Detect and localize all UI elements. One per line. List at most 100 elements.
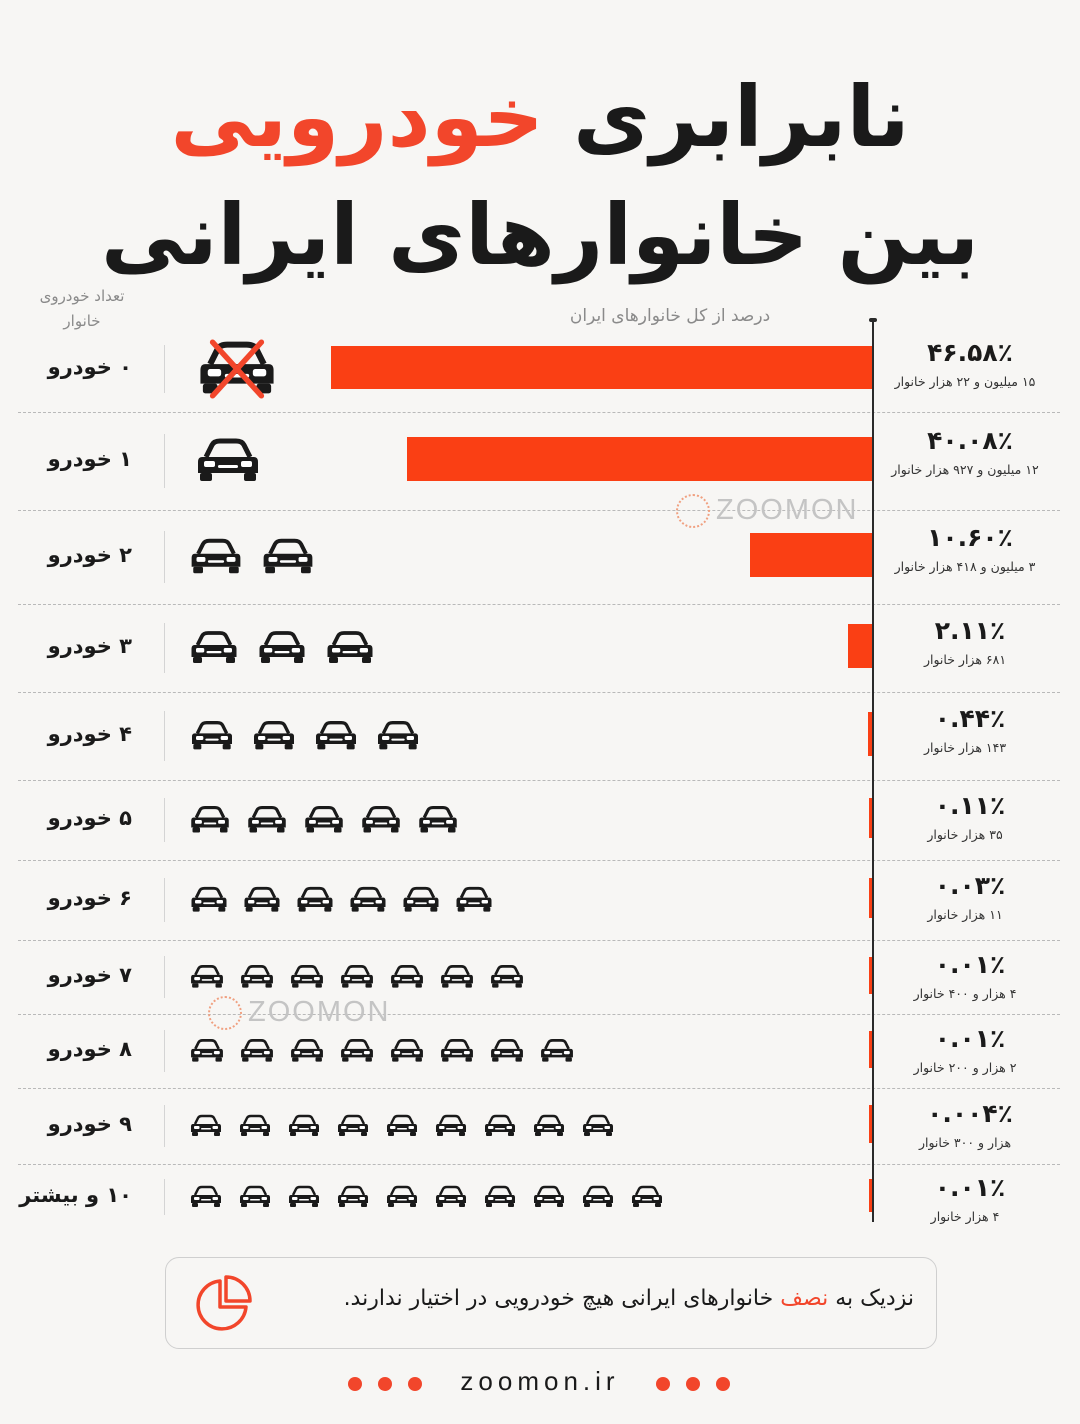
category-label: ۹ خودرو bbox=[47, 1112, 132, 1136]
row-label-separator bbox=[164, 956, 165, 998]
watermark-text: ZOOMON bbox=[716, 494, 859, 526]
car-icon bbox=[485, 1114, 515, 1136]
data-bar bbox=[869, 878, 873, 918]
row-divider bbox=[18, 860, 1060, 861]
category-label: ۱۰ و بیشتر bbox=[19, 1183, 132, 1207]
car-icon bbox=[338, 1185, 368, 1207]
car-icon bbox=[491, 965, 523, 988]
value-label: ۴۰.۰۸٪ bbox=[927, 425, 1013, 455]
summary-note: نزدیک به نصف خانوارهای ایرانی هیچ خودروی… bbox=[165, 1257, 937, 1349]
car-icon bbox=[436, 1185, 466, 1207]
car-icon bbox=[191, 965, 223, 988]
car-icon bbox=[534, 1185, 564, 1207]
household-count-label: ۴ هزار خانوار bbox=[930, 1209, 1000, 1225]
car-icon bbox=[456, 886, 492, 912]
car-icon bbox=[391, 965, 423, 988]
row-label-separator bbox=[164, 1178, 165, 1216]
household-count-label: هزار و ۳۰۰ خانوار bbox=[918, 1134, 1012, 1150]
car-icon bbox=[191, 538, 241, 574]
car-icon bbox=[191, 886, 227, 912]
title-prefix: نابرابری bbox=[573, 68, 910, 166]
car-icon bbox=[248, 805, 286, 833]
footer-dot bbox=[656, 1377, 670, 1391]
row-label-separator bbox=[164, 1104, 165, 1148]
car-icon bbox=[297, 886, 333, 912]
car-icon bbox=[378, 721, 418, 750]
car-icon bbox=[391, 1039, 423, 1062]
car-icon bbox=[291, 965, 323, 988]
category-label: ۲ خودرو bbox=[47, 543, 132, 567]
car-icon bbox=[198, 438, 258, 481]
row-divider bbox=[18, 780, 1060, 781]
car-icon bbox=[341, 1039, 373, 1062]
chart-axis-line bbox=[872, 320, 874, 1222]
household-count-label: ۱۵ میلیون و ۲۲ هزار خانوار bbox=[894, 374, 1036, 390]
title-line-1: نابرابری خودرویی bbox=[0, 62, 1080, 172]
data-bar bbox=[848, 624, 873, 668]
car-icon bbox=[191, 1185, 221, 1207]
household-count-label: ۲ هزار و ۲۰۰ خانوار bbox=[913, 1060, 1017, 1076]
car-icon bbox=[441, 965, 473, 988]
car-icon bbox=[419, 805, 457, 833]
title-accent: خودرویی bbox=[170, 68, 544, 166]
value-label: ۰.۴۴٪ bbox=[934, 704, 1006, 734]
car-icon bbox=[491, 1039, 523, 1062]
row-label-separator bbox=[164, 877, 165, 923]
car-icon bbox=[338, 1114, 368, 1136]
car-icon bbox=[191, 1114, 221, 1136]
household-count-label: ۳۵ هزار خانوار bbox=[927, 827, 1003, 843]
car-icon bbox=[263, 538, 313, 574]
data-bar bbox=[406, 437, 873, 481]
car-icon bbox=[254, 721, 294, 750]
row-label-separator bbox=[164, 711, 165, 761]
watermark-sun-icon bbox=[208, 996, 242, 1031]
car-icon bbox=[485, 1185, 515, 1207]
car-icon bbox=[316, 721, 356, 750]
car-icon bbox=[327, 631, 373, 663]
watermark-logo-2: ZOOMON bbox=[208, 996, 391, 1031]
car-icon bbox=[289, 1185, 319, 1207]
data-bar bbox=[869, 798, 873, 838]
category-label: ۷ خودرو bbox=[47, 963, 132, 987]
car-icon bbox=[350, 886, 386, 912]
car-icon bbox=[341, 965, 373, 988]
row-label-separator bbox=[164, 797, 165, 843]
car-icon bbox=[362, 805, 400, 833]
value-label: ۱۰.۶۰٪ bbox=[927, 523, 1013, 553]
data-bar bbox=[867, 712, 873, 756]
value-label: ۰.۰۱٪ bbox=[934, 1024, 1006, 1054]
chart-axis-cap bbox=[869, 318, 877, 322]
category-label: ۰ خودرو bbox=[47, 355, 132, 379]
household-count-label: ۴ هزار و ۴۰۰ خانوار bbox=[913, 986, 1017, 1002]
household-count-label: ۳ میلیون و ۴۱۸ هزار خانوار bbox=[894, 559, 1036, 575]
household-count-label: ۶۸۱ هزار خانوار bbox=[923, 652, 1007, 668]
value-label: ۰.۰۱٪ bbox=[934, 1173, 1006, 1203]
row-divider bbox=[18, 510, 1060, 511]
value-label: ۰.۰۰۴٪ bbox=[927, 1098, 1013, 1128]
car-icon bbox=[192, 721, 232, 750]
note-prefix: نزدیک به bbox=[828, 1286, 914, 1311]
car-icon bbox=[436, 1114, 466, 1136]
footer: zoomon.ir bbox=[0, 1366, 1080, 1402]
row-divider bbox=[18, 412, 1060, 413]
car-icon bbox=[387, 1114, 417, 1136]
value-label: ۰.۱۱٪ bbox=[934, 791, 1006, 821]
car-icon bbox=[387, 1185, 417, 1207]
row-divider bbox=[18, 1014, 1060, 1015]
count-column-header: تعداد خودروی خانوار bbox=[39, 287, 125, 330]
household-count-label: ۱۴۳ هزار خانوار bbox=[923, 740, 1007, 756]
crossed-car-icon bbox=[200, 339, 274, 399]
car-icon bbox=[241, 1039, 273, 1062]
summary-note-text: نزدیک به نصف خانوارهای ایرانی هیچ خودروی… bbox=[344, 1286, 914, 1311]
footer-url[interactable]: zoomon.ir bbox=[460, 1366, 620, 1396]
car-icon bbox=[244, 886, 280, 912]
car-icon bbox=[191, 631, 237, 663]
footer-dot bbox=[408, 1377, 422, 1391]
row-label-separator bbox=[164, 344, 165, 394]
car-icon bbox=[191, 1039, 223, 1062]
value-label: ۲.۱۱٪ bbox=[934, 616, 1006, 646]
footer-dot bbox=[378, 1377, 392, 1391]
category-label: ۴ خودرو bbox=[47, 722, 132, 746]
category-label: ۳ خودرو bbox=[47, 634, 132, 658]
category-label: ۱ خودرو bbox=[47, 447, 132, 471]
